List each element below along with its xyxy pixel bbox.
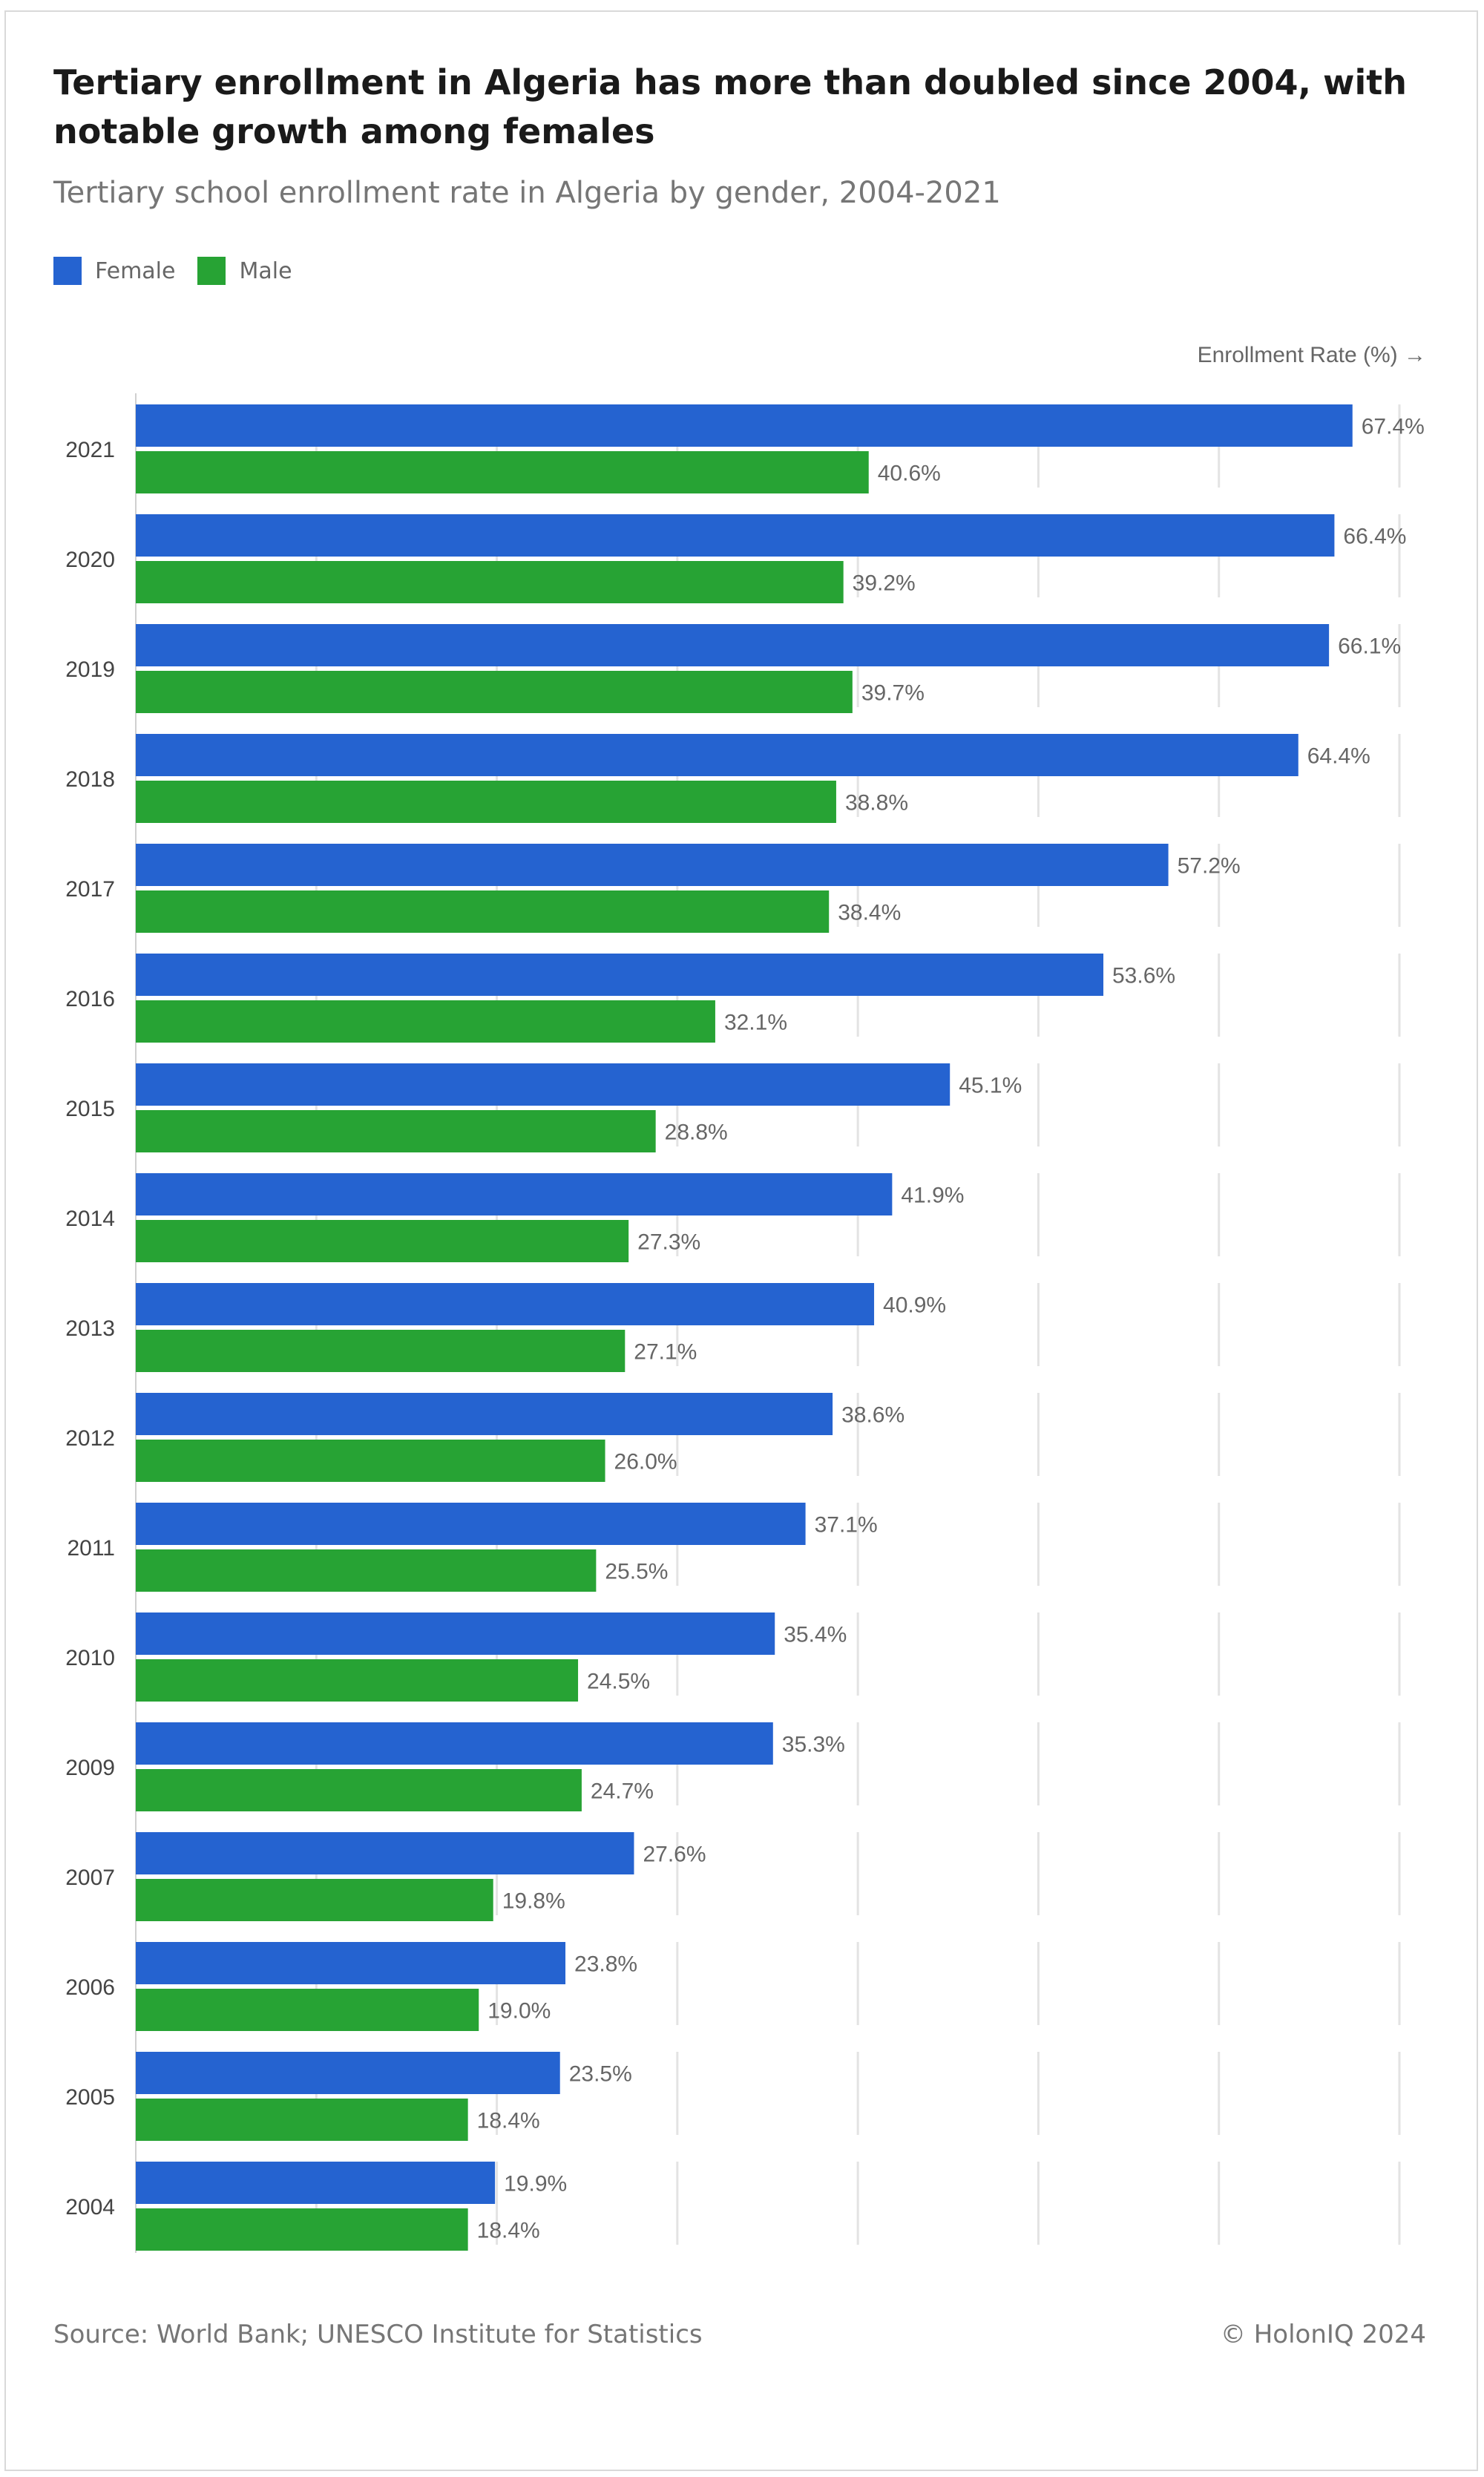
data-label-male: 38.8%: [845, 791, 908, 816]
bar-female: [136, 1173, 893, 1215]
data-label-female: 40.9%: [883, 1293, 946, 1318]
x-axis-title: Enrollment Rate (%) →: [1197, 343, 1426, 367]
data-label-female: 23.5%: [569, 2062, 632, 2087]
y-tick-label: 2009: [65, 1756, 115, 1780]
bar-male: [136, 1110, 656, 1152]
bar-male: [136, 1769, 582, 1811]
bar-male: [136, 1330, 626, 1372]
data-label-male: 25.5%: [605, 1560, 668, 1584]
data-label-female: 66.4%: [1343, 525, 1406, 549]
data-label-male: 39.7%: [861, 681, 925, 706]
y-tick-label: 2019: [65, 657, 115, 682]
chart-subtitle: Tertiary school enrollment rate in Alger…: [53, 176, 1001, 210]
y-tick-label: 2015: [65, 1097, 115, 1121]
data-label-male: 24.7%: [591, 1779, 654, 1804]
data-label-female: 57.2%: [1178, 854, 1241, 879]
bar-male: [136, 1659, 579, 1702]
data-label-female: 64.4%: [1307, 744, 1370, 769]
data-label-male: 28.8%: [665, 1121, 728, 1145]
y-tick-label: 2021: [65, 438, 115, 462]
bar-female: [136, 1503, 806, 1545]
y-tick-label: 2013: [65, 1316, 115, 1341]
y-tick-label: 2018: [65, 767, 115, 792]
data-label-male: 32.1%: [724, 1011, 787, 1035]
data-label-female: 45.1%: [959, 1074, 1022, 1098]
data-label-male: 39.2%: [853, 571, 916, 596]
y-tick-label: 2006: [65, 1975, 115, 2000]
source-note: Source: World Bank; UNESCO Institute for…: [53, 2320, 703, 2349]
data-label-male: 19.8%: [502, 1889, 565, 1914]
data-label-female: 53.6%: [1112, 964, 1175, 988]
bar-male: [136, 1879, 493, 1921]
bar-male: [136, 1989, 479, 2031]
bar-male: [136, 561, 844, 603]
bar-male: [136, 781, 836, 823]
y-tick-label: 2014: [65, 1207, 115, 1231]
bar-female: [136, 2052, 560, 2094]
y-tick-label: 2020: [65, 548, 115, 572]
data-label-male: 27.1%: [634, 1340, 697, 1365]
bar-male: [136, 1000, 715, 1043]
bar-female: [136, 514, 1335, 557]
data-label-female: 35.4%: [784, 1623, 847, 1647]
data-label-male: 38.4%: [838, 901, 901, 925]
chart-title: Tertiary enrollment in Algeria has more …: [53, 62, 1407, 151]
data-label-male: 18.4%: [477, 2109, 540, 2133]
bar-female: [136, 1832, 634, 1874]
y-tick-label: 2007: [65, 1866, 115, 1890]
bar-male: [136, 1549, 597, 1592]
data-label-female: 41.9%: [901, 1184, 964, 1208]
data-label-female: 67.4%: [1362, 415, 1425, 439]
legend-swatch-male: [197, 257, 226, 285]
data-label-female: 66.1%: [1338, 634, 1401, 659]
legend-label-female: Female: [95, 257, 176, 284]
y-tick-label: 2011: [67, 1536, 115, 1561]
bar-female: [136, 1283, 875, 1325]
bar-female: [136, 2162, 496, 2204]
data-label-female: 27.6%: [643, 1843, 706, 1867]
bar-female: [136, 1612, 775, 1655]
bar-male: [136, 2099, 468, 2141]
bar-female: [136, 1063, 951, 1106]
bar-female: [136, 624, 1330, 666]
copyright-note: © HolonIQ 2024: [1220, 2320, 1426, 2349]
data-label-female: 23.8%: [574, 1952, 637, 1977]
y-tick-label: 2005: [65, 2085, 115, 2110]
y-tick-label: 2016: [65, 987, 115, 1011]
y-tick-label: 2017: [65, 877, 115, 902]
legend-item-male[interactable]: Male: [197, 257, 292, 285]
bar-male: [136, 2208, 468, 2251]
bar-male: [136, 1220, 629, 1262]
bar-male: [136, 671, 853, 713]
bar-male: [136, 451, 869, 493]
data-label-male: 27.3%: [637, 1230, 700, 1255]
y-tick-label: 2012: [65, 1426, 115, 1451]
bar-male: [136, 1440, 605, 1482]
data-label-female: 37.1%: [815, 1513, 878, 1538]
bar-female: [136, 954, 1104, 996]
bar-female: [136, 404, 1353, 447]
bar-female: [136, 1942, 566, 1984]
legend-swatch-female: [53, 257, 82, 285]
data-label-male: 26.0%: [614, 1450, 677, 1474]
legend-item-female[interactable]: Female: [53, 257, 175, 285]
data-label-female: 38.6%: [841, 1403, 904, 1428]
data-label-male: 40.6%: [878, 462, 941, 486]
bar-female: [136, 844, 1169, 886]
data-label-female: 19.9%: [504, 2172, 567, 2197]
bar-female: [136, 734, 1298, 776]
bar-female: [136, 1722, 773, 1765]
data-label-male: 19.0%: [487, 1999, 551, 2024]
y-tick-label: 2010: [65, 1646, 115, 1670]
data-label-male: 24.5%: [587, 1670, 650, 1694]
bar-female: [136, 1393, 833, 1435]
legend: Female Male: [53, 257, 315, 285]
bar-male: [136, 890, 830, 933]
y-tick-label: 2004: [65, 2195, 115, 2220]
legend-label-male: Male: [239, 257, 292, 284]
data-label-female: 35.3%: [782, 1733, 845, 1757]
data-label-male: 18.4%: [477, 2219, 540, 2243]
